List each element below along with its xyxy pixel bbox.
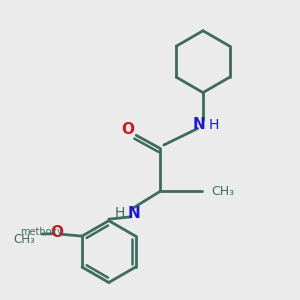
Text: CH₃: CH₃: [211, 185, 234, 198]
Text: N: N: [128, 206, 141, 221]
Text: CH₃: CH₃: [13, 233, 35, 246]
Text: N: N: [192, 118, 205, 133]
Text: methoxy: methoxy: [20, 227, 63, 237]
Text: H: H: [209, 118, 219, 132]
Text: O: O: [122, 122, 134, 137]
Text: H: H: [115, 206, 125, 220]
Text: O: O: [50, 225, 64, 240]
